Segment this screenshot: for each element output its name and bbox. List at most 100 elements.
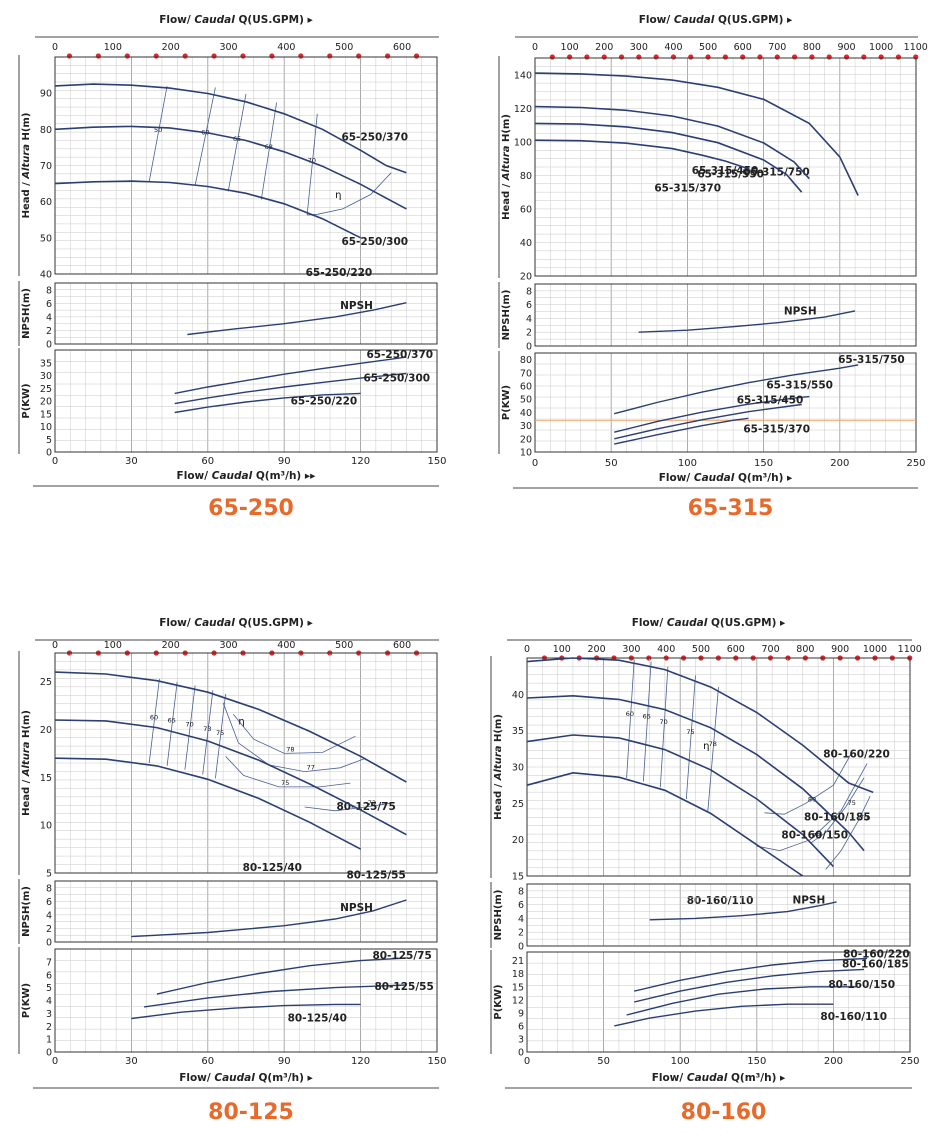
- head-curve: [534, 122, 803, 193]
- power-tick-label: 70: [520, 368, 532, 379]
- efficiency-line: [202, 690, 214, 775]
- head-series-label: 65-315/450: [692, 165, 759, 177]
- efficiency-loop: [764, 752, 853, 815]
- gpm-axis-title-italic: Caudal: [667, 617, 708, 629]
- gpm-marker-dot: [124, 53, 130, 59]
- efficiency-line: [215, 694, 226, 779]
- gpm-tick-label: 100: [553, 644, 571, 655]
- head-tick-label: 70: [40, 161, 52, 172]
- npsh-curve: [649, 901, 837, 921]
- gpm-tick-label: 200: [595, 42, 613, 53]
- model-title: 80-125: [208, 1100, 294, 1125]
- head-tick-label: 30: [512, 763, 524, 774]
- head-series-label: 65-315/750: [743, 167, 810, 179]
- power-tick-label: 6: [46, 970, 52, 981]
- flow-axis-title-prefix: Flow/: [652, 1072, 687, 1084]
- gpm-marker-dot: [211, 53, 217, 59]
- flow-axis-title: Flow/ Caudal Q(m³/h) ▸▸: [177, 470, 317, 482]
- head-tick-label: 20: [40, 725, 52, 736]
- power-tick-label: 10: [40, 422, 52, 433]
- gpm-marker-dot: [636, 54, 642, 60]
- x-tick-label: 150: [427, 1056, 446, 1067]
- power-series-label: 65-250/370: [366, 349, 433, 361]
- gpm-tick-label: 600: [727, 644, 745, 655]
- npsh-tick-label: 4: [526, 314, 532, 325]
- npsh-frame: [534, 283, 917, 347]
- head-axis-title: Head / Altura H(m): [493, 714, 504, 820]
- gpm-tick-label: 400: [277, 640, 295, 651]
- npsh-axis-title: NPSH(m): [21, 886, 32, 937]
- x-tick-label: 250: [900, 1056, 919, 1067]
- power-series-label: 65-315/750: [838, 354, 905, 366]
- gpm-marker-dot: [670, 54, 677, 60]
- npsh-panel: 0 2 4 6 8 NPSH(m) NPSH: [498, 282, 917, 353]
- npsh-panel: 0 2 4 6 8 NPSH(m) NPSH: [490, 882, 911, 953]
- gpm-tick-label: 100: [104, 640, 122, 651]
- head-curve: [526, 657, 874, 794]
- power-tick-label: 80: [520, 355, 532, 366]
- npsh-axis-title-part: NPSH(m): [21, 886, 32, 937]
- power-series-label: 65-315/370: [743, 423, 810, 435]
- x-tick-label: 150: [747, 1056, 766, 1067]
- flow-axis-title-prefix: Flow/: [659, 472, 694, 484]
- npsh-curve: [638, 310, 856, 333]
- gpm-tick-label: 200: [588, 644, 606, 655]
- npsh-tick-label: 2: [526, 328, 532, 339]
- x-tick-label: 0: [532, 458, 538, 469]
- gpm-tick-label: 600: [734, 42, 752, 53]
- power-series-label: 80-125/40: [288, 1012, 347, 1024]
- power-tick-label: 5: [46, 435, 52, 446]
- gpm-axis-title-prefix: Flow/: [632, 617, 667, 629]
- npsh-tick-label: 6: [526, 300, 532, 311]
- efficiency-line: [626, 659, 635, 778]
- head-tick-label: 35: [512, 726, 524, 737]
- gpm-tick-label: 0: [524, 644, 530, 655]
- head-curve: [526, 771, 804, 877]
- power-series-label: 65-250/300: [363, 372, 430, 384]
- efficiency-label: 70: [308, 156, 316, 164]
- flow-axis-title: Flow/ Caudal Q(m³/h) ▸: [652, 1072, 786, 1084]
- npsh-axis-title-part: NPSH(m): [493, 890, 504, 941]
- gpm-marker-dot: [705, 54, 711, 60]
- gpm-axis-title-prefix: Flow/: [639, 14, 674, 26]
- power-curve: [614, 395, 810, 433]
- flow-axis-title-suffix: Q(m³/h) ▸: [734, 472, 793, 484]
- efficiency-label: 78: [709, 740, 717, 748]
- head-series-label: 80-125/40: [243, 862, 302, 874]
- power-tick-label: 15: [40, 409, 52, 420]
- power-series-label: 65-315/450: [737, 394, 804, 406]
- head-axis-title-part: H(m): [501, 114, 512, 145]
- npsh-tick-label: 4: [46, 312, 52, 323]
- chart-65-250: Flow/ Caudal Q(US.GPM) ▸0 100 200 300 400 500…: [18, 14, 447, 521]
- efficiency-line: [148, 85, 168, 182]
- power-series-label: 80-125/55: [374, 981, 433, 993]
- x-tick-label: 100: [678, 458, 697, 469]
- gpm-marker-dot: [722, 54, 728, 60]
- gpm-tick-label: 600: [393, 42, 411, 53]
- power-tick-label: 15: [512, 982, 524, 993]
- gpm-axis-title-prefix: Flow/: [159, 617, 194, 629]
- efficiency-line: [643, 661, 652, 782]
- power-series-label: 80-125/75: [372, 950, 431, 962]
- head-panel: 15 20 25 30 35 40 Head / Altura H(m) 60 65 70 75 78…: [490, 656, 911, 907]
- gpm-marker-dot: [567, 54, 573, 60]
- model-title: 65-315: [688, 496, 774, 521]
- head-tick-label: 90: [40, 89, 52, 100]
- gpm-tick-label: 200: [162, 42, 180, 53]
- gpm-marker-dot: [688, 54, 694, 60]
- gpm-marker-dot: [843, 54, 850, 60]
- npsh-tick-label: 0: [46, 938, 52, 949]
- npsh-tick-label: 2: [46, 924, 52, 935]
- gpm-axis-title-suffix: Q(US.GPM) ▸: [235, 14, 314, 26]
- power-axis-title-part: P(KW): [493, 984, 504, 1019]
- power-tick-label: 7: [46, 957, 52, 968]
- gpm-tick-label: 200: [162, 640, 180, 651]
- npsh-axis-title-part: NPSH(m): [501, 290, 512, 341]
- power-tick-label: 60: [520, 382, 532, 393]
- power-axis-title-part: P(KW): [501, 385, 512, 420]
- power-tick-label: 18: [512, 969, 524, 980]
- x-tick-label: 30: [125, 456, 138, 467]
- gpm-tick-label: 400: [657, 644, 675, 655]
- head-curve: [526, 734, 834, 868]
